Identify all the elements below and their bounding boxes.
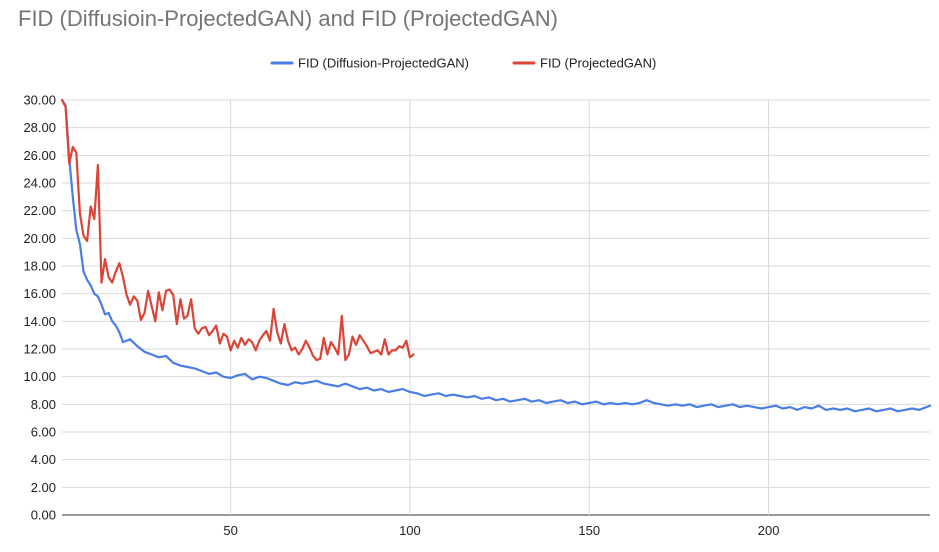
y-tick-label: 24.00 xyxy=(23,176,56,191)
x-tick-label: 200 xyxy=(758,523,780,538)
legend-item-diffusion-projectedgan: FID (Diffusion-ProjectedGAN) xyxy=(270,56,469,71)
y-tick-label: 18.00 xyxy=(23,259,56,274)
y-tick-label: 6.00 xyxy=(31,425,56,440)
y-tick-label: 26.00 xyxy=(23,148,56,163)
x-tick-label: 100 xyxy=(399,523,421,538)
y-tick-label: 28.00 xyxy=(23,120,56,135)
y-tick-label: 14.00 xyxy=(23,314,56,329)
y-tick-label: 20.00 xyxy=(23,231,56,246)
y-tick-label: 0.00 xyxy=(31,508,56,523)
series-layer xyxy=(60,98,932,413)
legend-item-projectedgan: FID (ProjectedGAN) xyxy=(512,56,656,71)
y-tick-label: 30.00 xyxy=(23,93,56,108)
y-tick-label: 22.00 xyxy=(23,203,56,218)
series-line-diffusion-projectedgan xyxy=(60,98,932,413)
grid-layer xyxy=(62,99,930,516)
legend-label: FID (ProjectedGAN) xyxy=(540,56,656,71)
y-tick-label: 12.00 xyxy=(23,342,56,357)
y-tick-label: 2.00 xyxy=(31,480,56,495)
y-tick-label: 8.00 xyxy=(31,397,56,412)
y-tick-label: 10.00 xyxy=(23,369,56,384)
y-tick-label: 16.00 xyxy=(23,286,56,301)
x-tick-label: 50 xyxy=(223,523,237,538)
legend: FID (Diffusion-ProjectedGAN) FID (Project… xyxy=(270,56,656,71)
x-tick-label: 150 xyxy=(578,523,600,538)
chart-title: FID (Diffusioin-ProjectedGAN) and FID (P… xyxy=(18,6,558,31)
axis-layer: 0.00 2.00 4.00 6.00 8.00 10.00 12.00 14.00 16.00… xyxy=(23,93,779,539)
series-line-projectedgan xyxy=(60,98,415,362)
y-tick-label: 4.00 xyxy=(31,452,56,467)
legend-label: FID (Diffusion-ProjectedGAN) xyxy=(298,56,469,71)
